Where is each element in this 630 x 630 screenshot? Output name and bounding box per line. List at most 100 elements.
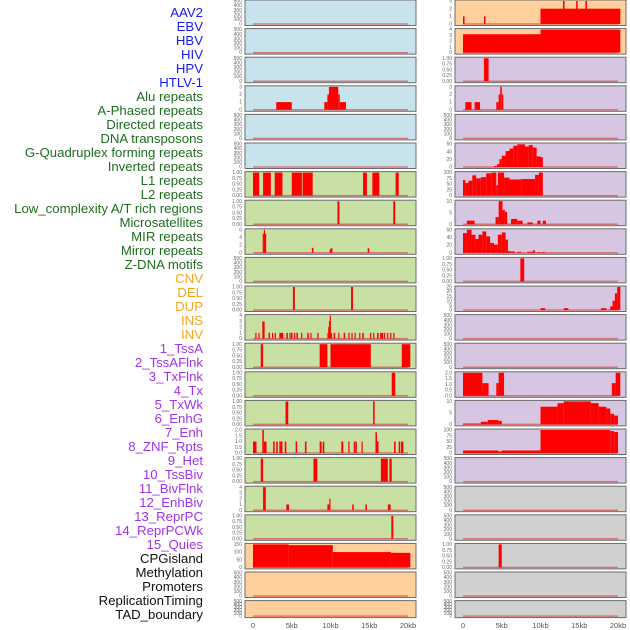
signal-bar	[351, 332, 353, 339]
y-tick-label: 0	[449, 50, 452, 56]
track-label: TAD_boundary	[115, 607, 203, 622]
signal-bar	[504, 177, 510, 196]
y-tick-label: 60	[446, 142, 452, 148]
y-tick-label: 1.00	[232, 399, 242, 405]
signal-bar	[472, 175, 477, 196]
panel-background	[454, 457, 627, 484]
signal-bar	[563, 308, 569, 310]
track-label: 4_Tx	[173, 383, 203, 398]
y-tick-label: 0.50	[442, 554, 452, 560]
y-tick-label: 0	[239, 79, 242, 85]
signal-bar	[537, 252, 541, 253]
y-tick-label: 0.00	[442, 565, 452, 571]
y-tick-label: 40	[446, 235, 452, 241]
x-tick-label: 5kb	[496, 621, 508, 630]
panel-background	[454, 113, 627, 141]
y-tick-label: 5	[449, 303, 452, 309]
y-tick-label: 100	[234, 611, 243, 617]
y-tick-label: 1.00	[232, 513, 242, 519]
signal-bar	[610, 431, 615, 453]
signal-bar	[600, 308, 607, 310]
signal-bar	[532, 250, 536, 253]
y-tick-label: 0	[239, 107, 242, 113]
track-panel: 0.000.250.500.751.00	[232, 399, 417, 428]
y-tick-label: 1	[239, 100, 242, 106]
y-tick-label: 1.00	[232, 456, 242, 462]
signal-bar	[611, 383, 616, 396]
signal-bar	[504, 211, 508, 225]
y-tick-label: 0.50	[232, 353, 242, 359]
y-tick-label: 0.75	[232, 405, 242, 411]
signal-bar	[541, 252, 546, 253]
signal-bar	[498, 420, 502, 425]
signal-bar	[285, 401, 289, 425]
signal-bar	[279, 332, 284, 339]
y-tick-label: 300	[234, 122, 243, 128]
signal-bar	[302, 172, 313, 196]
panel-background	[244, 399, 417, 427]
y-tick-label: 300	[444, 351, 453, 357]
y-tick-label: 100	[234, 589, 243, 595]
signal-bar	[354, 332, 356, 339]
signal-bar	[311, 247, 314, 253]
signal-bar	[253, 544, 289, 568]
y-tick-label: 500	[444, 342, 453, 348]
signal-bar	[498, 201, 503, 225]
signal-bar	[614, 432, 618, 453]
signal-bar	[537, 220, 541, 225]
signal-bar	[304, 441, 307, 453]
y-tick-label: 0	[449, 536, 452, 542]
signal-bar	[532, 147, 537, 167]
y-tick-label: 1	[239, 330, 242, 336]
y-tick-label: 300	[234, 36, 243, 42]
signal-bar	[540, 308, 546, 310]
y-tick-label: 25	[446, 187, 452, 193]
signal-bar	[480, 177, 487, 196]
y-tick-label: 100	[444, 503, 453, 509]
y-tick-label: 0	[449, 22, 452, 28]
signal-bar	[296, 332, 298, 339]
x-tick-label: 10kb	[322, 621, 338, 630]
track-label: 2_TssAFlnk	[134, 355, 203, 370]
track-label: 8_ZNF_Rpts	[128, 439, 203, 454]
y-tick-label: 0.75	[232, 376, 242, 382]
y-tick-label: 0.50	[442, 268, 452, 274]
panel-background	[244, 600, 417, 619]
y-tick-label: 0.00	[232, 479, 242, 485]
track-label: HTLV-1	[159, 75, 203, 90]
y-tick-label: 1.0	[445, 382, 452, 388]
signal-bar	[517, 144, 525, 167]
y-tick-label: 10	[446, 399, 452, 405]
signal-bar	[276, 102, 292, 110]
panel-background	[454, 285, 627, 312]
y-tick-label: 500	[444, 513, 453, 519]
signal-bar	[612, 300, 615, 310]
track-panel: 02 4 6	[239, 227, 417, 256]
signal-bar	[494, 165, 498, 167]
y-tick-label: 400	[234, 32, 243, 38]
signal-bar	[465, 182, 469, 196]
y-tick-label: 500	[444, 485, 453, 491]
y-tick-label: 4	[239, 485, 242, 491]
signal-bar	[274, 172, 283, 196]
signal-bar	[268, 332, 271, 339]
y-tick-label: 300	[234, 580, 243, 586]
signal-bar	[499, 159, 502, 167]
track-label: 12_EnhBiv	[139, 495, 203, 510]
y-tick-label: 0.50	[232, 182, 242, 188]
y-tick-label: 200	[234, 155, 243, 161]
y-tick-label: 300	[444, 465, 453, 471]
y-tick-label: 2	[239, 92, 242, 98]
y-tick-label: 100	[234, 274, 243, 280]
signal-bar	[507, 251, 512, 253]
y-tick-label: 2.0	[445, 370, 452, 376]
y-tick-label: 400	[444, 489, 453, 495]
y-tick-label: 0	[449, 107, 452, 113]
y-tick-label: 500	[234, 142, 243, 148]
signal-bar	[372, 172, 380, 196]
signal-bar	[377, 441, 379, 453]
